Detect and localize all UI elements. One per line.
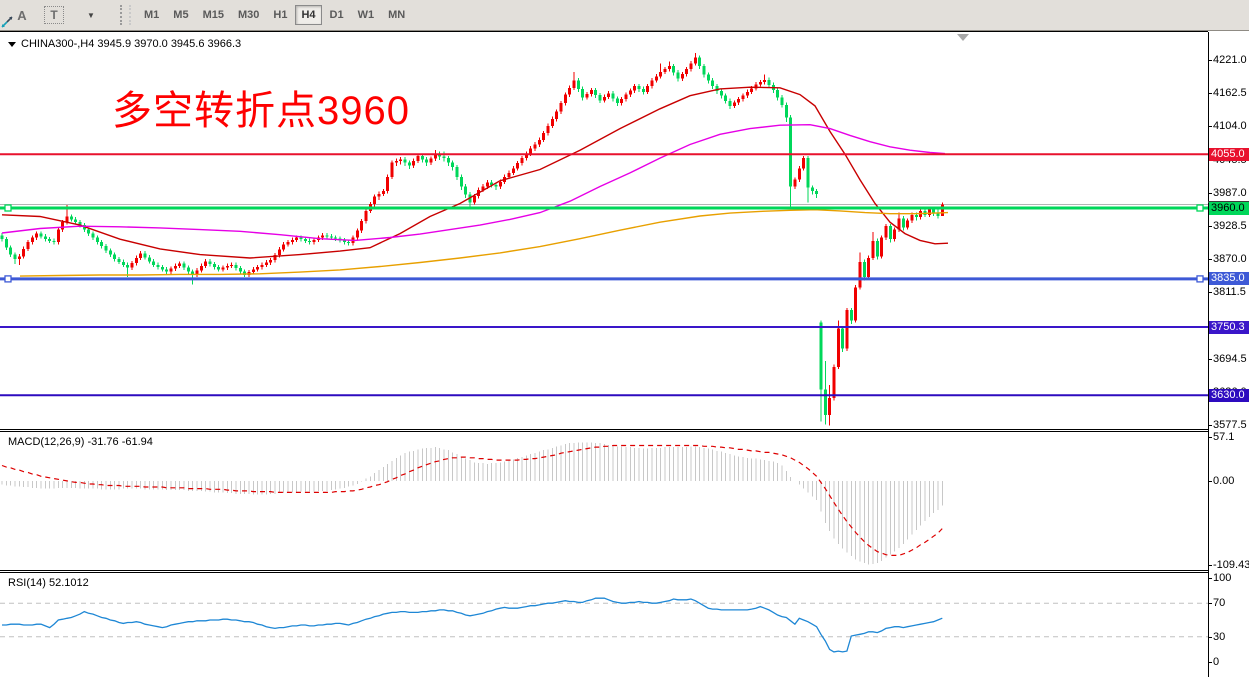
chart-shift-marker-icon[interactable] xyxy=(957,34,969,41)
price-level-badge[interactable]: 4055.0 xyxy=(1209,147,1249,161)
timeframe-button-H4[interactable]: H4 xyxy=(295,5,322,25)
price-tick xyxy=(1208,292,1212,294)
hline-handle[interactable] xyxy=(4,275,12,283)
macd-label: MACD(12,26,9) -31.76 -61.94 xyxy=(8,436,153,448)
hline-handle[interactable] xyxy=(1196,204,1204,212)
chart-title-row: CHINA300-,H4 3945.9 3970.0 3945.6 3966.3 xyxy=(8,38,241,50)
price-tick-label: 4221.0 xyxy=(1213,54,1247,66)
rsi-label: RSI(14) 52.1012 xyxy=(8,577,89,589)
ma-slow-orange xyxy=(19,208,949,277)
chart-annotation-text: 多空转折点3960 xyxy=(112,89,410,133)
price-tick xyxy=(1208,225,1212,227)
timeframe-button-M15[interactable]: M15 xyxy=(197,5,230,25)
price-tick-label: 3987.0 xyxy=(1213,186,1247,199)
price-tick-label: 3694.5 xyxy=(1213,352,1247,365)
font-a-icon: A xyxy=(17,7,27,23)
price-tick xyxy=(1208,192,1212,194)
price-tick-label: 3870.0 xyxy=(1213,253,1247,266)
price-tick xyxy=(1208,60,1212,61)
toolbar: A T ▼ M1 M5 M15 M30 H1 H4 D1 W1 MN xyxy=(0,0,1249,31)
chart-top-border xyxy=(0,31,1208,32)
rsi-tick-label: 100 xyxy=(1213,572,1232,584)
price-tick-label: 3577.5 xyxy=(1213,419,1247,431)
rsi-panel-canvas[interactable] xyxy=(0,573,1208,677)
macd-separator-top xyxy=(0,429,1208,430)
rsi-tick-label: 70 xyxy=(1213,597,1226,610)
rsi-line xyxy=(2,597,943,653)
rsi-tick-label: 30 xyxy=(1213,630,1226,643)
text-label-icon: T xyxy=(44,6,64,24)
rsi-tick xyxy=(1208,662,1212,663)
price-tick xyxy=(1208,425,1212,426)
macd-tick xyxy=(1208,565,1212,566)
price-tick-label: 3928.5 xyxy=(1213,219,1247,232)
rsi-tick xyxy=(1208,603,1212,605)
price-tick xyxy=(1208,358,1212,360)
main-chart-canvas[interactable] xyxy=(0,32,1208,429)
chart-collapse-icon[interactable] xyxy=(8,41,16,47)
timeframe-buttons: M1 M5 M15 M30 H1 H4 D1 W1 MN xyxy=(137,5,412,25)
rsi-tick-label: 0 xyxy=(1213,656,1220,668)
hline-handle[interactable] xyxy=(1196,275,1204,283)
macd-tick xyxy=(1208,480,1212,482)
timeframe-button-D1[interactable]: D1 xyxy=(324,5,350,25)
rsi-tick xyxy=(1208,578,1212,579)
price-tick xyxy=(1208,93,1212,95)
price-tick-label: 4162.5 xyxy=(1213,87,1247,100)
timeframe-button-M1[interactable]: M1 xyxy=(138,5,165,25)
macd-panel-canvas[interactable] xyxy=(0,432,1208,570)
toolbar-grip[interactable] xyxy=(120,5,131,25)
macd-tick-label: 57.1 xyxy=(1213,431,1235,443)
price-level-badge[interactable]: 3630.0 xyxy=(1209,388,1249,402)
rsi-separator-top xyxy=(0,570,1208,571)
hline-handle[interactable] xyxy=(4,204,12,212)
price-tick xyxy=(1208,126,1212,128)
macd-tick-label: -109.43 xyxy=(1213,559,1249,571)
price-level-badge[interactable]: 3960.0 xyxy=(1209,201,1249,215)
timeframe-button-M5[interactable]: M5 xyxy=(167,5,194,25)
macd-signal-line xyxy=(1,444,943,557)
macd-histogram xyxy=(1,442,943,565)
objects-dropdown-button[interactable]: ▼ xyxy=(1,3,108,28)
candles xyxy=(0,53,944,426)
price-tick-label: 4104.0 xyxy=(1213,120,1247,133)
rsi-tick xyxy=(1208,636,1212,638)
chevron-down-icon: ▼ xyxy=(87,10,95,20)
timeframe-button-H1[interactable]: H1 xyxy=(267,5,293,25)
timeframe-button-MN[interactable]: MN xyxy=(382,5,411,25)
timeframe-button-W1[interactable]: W1 xyxy=(352,5,381,25)
price-axis-border xyxy=(1208,32,1209,677)
timeframe-button-M30[interactable]: M30 xyxy=(232,5,265,25)
price-tick xyxy=(1208,259,1212,261)
macd-separator-bottom xyxy=(0,431,1208,432)
font-tool-button[interactable]: A xyxy=(8,3,36,27)
macd-tick-label: 0.00 xyxy=(1213,474,1235,487)
price-tick-label: 3811.5 xyxy=(1213,286,1246,299)
object-tools: A T ▼ M1 M5 M15 M30 H1 H4 D1 W1 MN xyxy=(0,0,412,31)
chart-title: CHINA300-,H4 3945.9 3970.0 3945.6 3966.3 xyxy=(21,38,242,50)
price-level-badge[interactable]: 3750.3 xyxy=(1209,320,1249,334)
ma-fast-red xyxy=(1,86,949,259)
ma-mid-magenta xyxy=(1,123,946,242)
macd-tick xyxy=(1208,437,1212,438)
chart-region: CHINA300-,H4 3945.9 3970.0 3945.6 3966.3… xyxy=(0,31,1249,700)
price-level-badge[interactable]: 3835.0 xyxy=(1209,272,1249,286)
text-label-tool-button[interactable]: T xyxy=(40,3,68,27)
rsi-separator-bottom xyxy=(0,572,1208,573)
